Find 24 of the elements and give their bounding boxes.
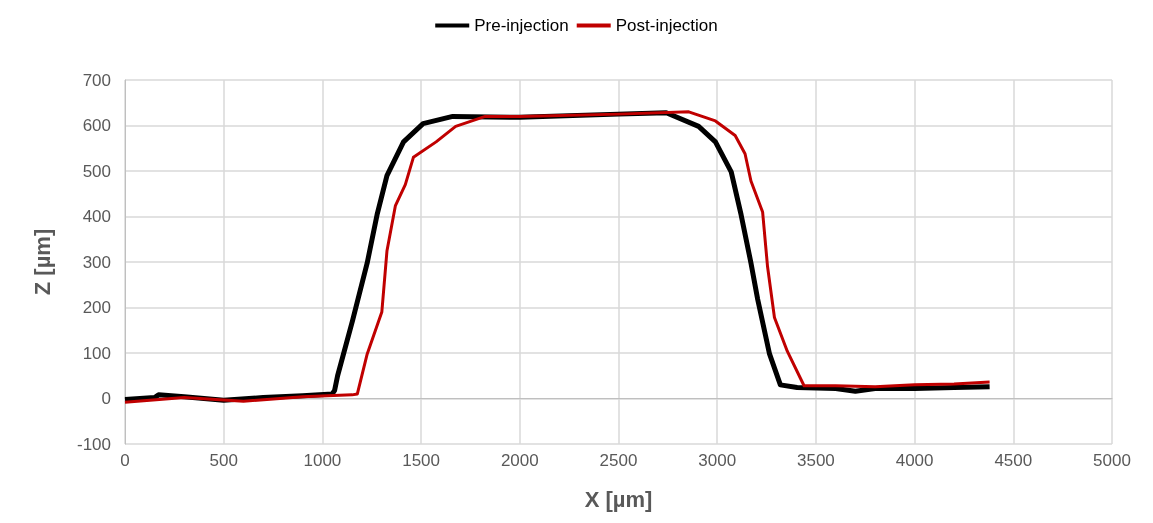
x-axis-title: X [µm] <box>584 486 653 512</box>
legend-label: Pre-injection <box>474 16 569 35</box>
x-tick-label: 2000 <box>500 451 539 470</box>
x-tick-label: 2500 <box>599 451 638 470</box>
y-tick-label: 600 <box>82 116 111 135</box>
x-tick-label: 1500 <box>402 451 441 470</box>
y-tick-label: 700 <box>82 70 111 90</box>
y-tick-label: 400 <box>82 207 111 226</box>
x-tick-label: 3500 <box>796 451 835 470</box>
y-tick-label: 200 <box>82 298 111 317</box>
x-tick-label: 1000 <box>303 451 342 470</box>
x-tick-label: 500 <box>209 451 238 470</box>
x-tick-label: 4000 <box>895 451 934 470</box>
y-tick-label: -100 <box>76 434 111 454</box>
y-tick-label: 500 <box>82 161 111 181</box>
x-tick-label: 4500 <box>994 451 1033 470</box>
x-tick-label: 0 <box>120 451 130 470</box>
y-tick-label: 0 <box>101 389 111 408</box>
y-axis-title: Z [µm] <box>29 228 55 296</box>
legend-label: Post-injection <box>615 16 718 35</box>
x-tick-label: 3000 <box>698 451 737 470</box>
y-tick-label: 300 <box>82 252 111 272</box>
y-tick-label: 100 <box>82 343 111 363</box>
x-tick-label: 5000 <box>1093 451 1131 470</box>
